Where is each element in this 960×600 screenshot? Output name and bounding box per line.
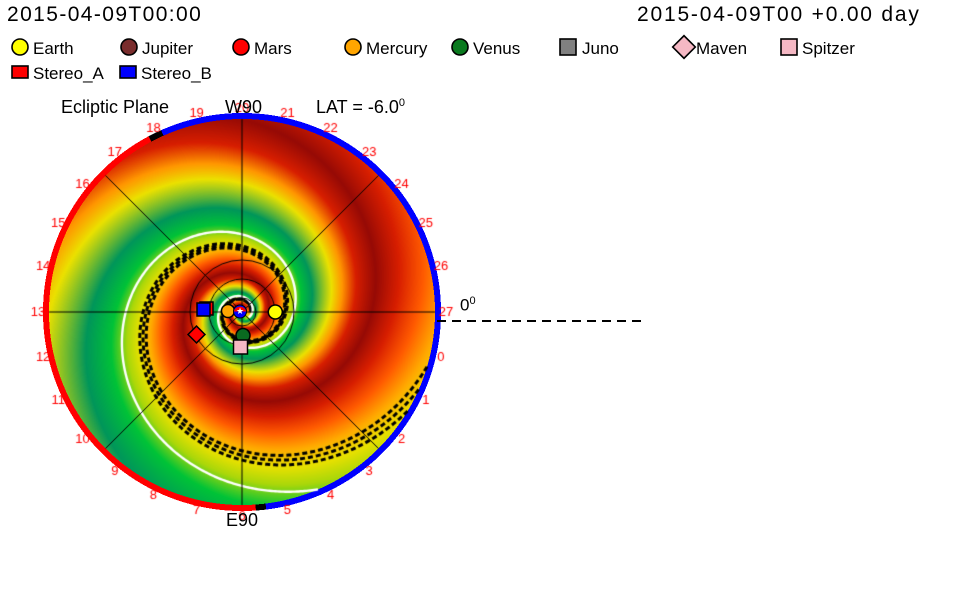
svg-text:★: ★ bbox=[236, 306, 244, 316]
